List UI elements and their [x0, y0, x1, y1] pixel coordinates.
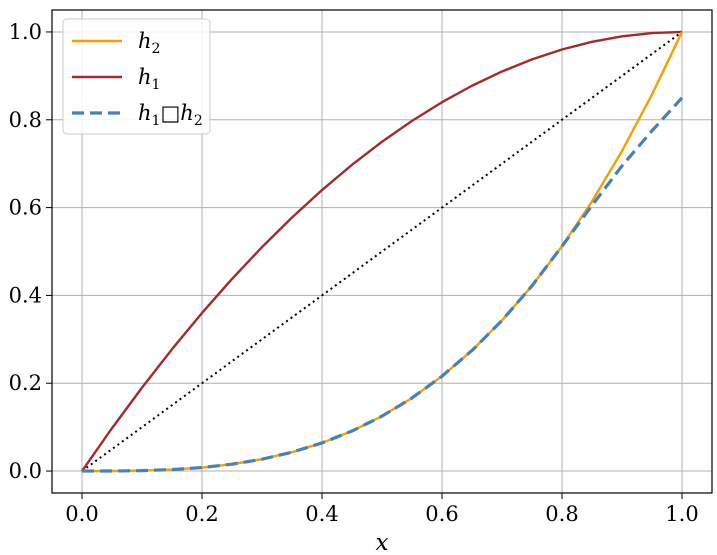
series-lines [81, 30, 684, 473]
legend-box [62, 18, 211, 135]
y-tick-label: 0.8 [9, 108, 42, 132]
ticks: 0.0 0.2 0.4 0.6 0.8 1.0 0.0 0.2 0.4 0.6 0.8 1.0 [9, 20, 699, 526]
y-tick-label: 0.2 [9, 371, 42, 395]
y-tick-label: 0.4 [9, 283, 42, 307]
x-axis-label: x [376, 530, 389, 555]
y-tick-label: 1.0 [9, 20, 42, 44]
plot-frame [51, 9, 713, 494]
x-tick-label: 1.0 [665, 502, 698, 526]
x-tick-label: 0.2 [185, 502, 218, 526]
x-tick-label: 0.0 [65, 502, 98, 526]
y-tick-label: 0.6 [9, 196, 42, 220]
legend-label: h1 [138, 65, 160, 93]
x-tick-label: 0.4 [305, 502, 338, 526]
y-tick-label: 0.0 [9, 459, 42, 483]
x-tick-label: 0.6 [425, 502, 458, 526]
legend-label: h2 [138, 29, 160, 57]
legend: h2 h1 h1□h2 [62, 18, 211, 135]
series-line-h1 [81, 30, 683, 472]
x-tick-label: 0.8 [545, 502, 578, 526]
legend-label: h1□h2 [138, 101, 203, 129]
series-line-h1□h2 [81, 96, 684, 473]
